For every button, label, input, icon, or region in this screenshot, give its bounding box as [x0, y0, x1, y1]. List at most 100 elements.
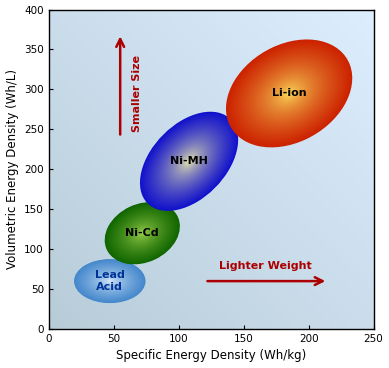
X-axis label: Specific Energy Density (Wh/kg): Specific Energy Density (Wh/kg) [116, 350, 306, 362]
Ellipse shape [117, 212, 168, 254]
Ellipse shape [266, 74, 312, 113]
Ellipse shape [107, 279, 113, 283]
Ellipse shape [176, 148, 202, 174]
Ellipse shape [139, 231, 145, 236]
Ellipse shape [155, 127, 223, 196]
Ellipse shape [277, 84, 301, 103]
Ellipse shape [156, 127, 223, 195]
Ellipse shape [78, 262, 141, 301]
Ellipse shape [159, 131, 219, 191]
Ellipse shape [229, 42, 349, 145]
Ellipse shape [240, 51, 338, 136]
Text: Lighter Weight: Lighter Weight [219, 261, 312, 271]
Ellipse shape [106, 279, 114, 284]
Ellipse shape [232, 45, 346, 142]
Text: Ni-MH: Ni-MH [170, 156, 208, 166]
Ellipse shape [137, 229, 147, 237]
Ellipse shape [140, 231, 144, 235]
Ellipse shape [238, 49, 341, 138]
Ellipse shape [241, 52, 338, 135]
Ellipse shape [273, 80, 305, 107]
Ellipse shape [160, 132, 218, 190]
Ellipse shape [146, 117, 232, 205]
Ellipse shape [138, 230, 147, 237]
Ellipse shape [143, 115, 235, 208]
Ellipse shape [158, 130, 220, 193]
Ellipse shape [246, 57, 332, 130]
Ellipse shape [247, 57, 331, 130]
Ellipse shape [250, 60, 328, 127]
Ellipse shape [281, 86, 298, 100]
Ellipse shape [259, 68, 319, 118]
Ellipse shape [153, 125, 225, 198]
Ellipse shape [151, 123, 228, 200]
Ellipse shape [131, 224, 153, 242]
Ellipse shape [78, 261, 142, 301]
Ellipse shape [157, 129, 221, 194]
Ellipse shape [186, 158, 192, 164]
Ellipse shape [122, 217, 162, 250]
Ellipse shape [164, 136, 214, 187]
Ellipse shape [93, 271, 126, 291]
Ellipse shape [140, 112, 238, 211]
Ellipse shape [109, 206, 175, 261]
Ellipse shape [270, 77, 308, 110]
Ellipse shape [125, 219, 160, 248]
Ellipse shape [130, 223, 154, 243]
Ellipse shape [126, 220, 158, 246]
Ellipse shape [95, 272, 125, 290]
Ellipse shape [254, 64, 324, 123]
Ellipse shape [109, 280, 111, 282]
Ellipse shape [150, 122, 228, 201]
Ellipse shape [285, 90, 293, 97]
Ellipse shape [88, 268, 131, 294]
Ellipse shape [187, 159, 191, 164]
Ellipse shape [284, 89, 294, 98]
Ellipse shape [121, 216, 164, 251]
Ellipse shape [108, 205, 177, 262]
Ellipse shape [126, 220, 159, 247]
Ellipse shape [74, 259, 145, 303]
Text: Smaller Size: Smaller Size [132, 55, 142, 132]
Ellipse shape [181, 153, 197, 170]
Ellipse shape [125, 219, 159, 247]
Ellipse shape [86, 266, 133, 296]
Ellipse shape [122, 216, 163, 250]
Ellipse shape [166, 138, 212, 184]
Ellipse shape [119, 214, 165, 252]
Ellipse shape [175, 147, 203, 176]
Ellipse shape [161, 133, 217, 190]
Ellipse shape [123, 217, 161, 249]
Ellipse shape [182, 154, 196, 169]
Ellipse shape [277, 83, 302, 104]
Ellipse shape [141, 232, 144, 234]
Ellipse shape [256, 66, 322, 121]
Ellipse shape [76, 260, 144, 302]
Ellipse shape [79, 262, 140, 300]
Ellipse shape [183, 156, 195, 167]
Ellipse shape [282, 87, 296, 100]
Ellipse shape [264, 72, 314, 115]
Ellipse shape [83, 265, 137, 298]
Ellipse shape [177, 149, 202, 174]
Ellipse shape [77, 261, 142, 301]
Ellipse shape [249, 59, 329, 128]
Ellipse shape [165, 137, 213, 185]
Ellipse shape [96, 272, 124, 290]
Ellipse shape [167, 139, 211, 184]
Ellipse shape [130, 223, 155, 244]
Ellipse shape [287, 92, 291, 95]
Ellipse shape [135, 227, 150, 240]
Ellipse shape [114, 209, 171, 257]
Ellipse shape [103, 277, 116, 285]
Ellipse shape [97, 273, 123, 289]
Ellipse shape [258, 67, 321, 120]
Ellipse shape [227, 40, 351, 146]
Ellipse shape [142, 113, 237, 209]
Ellipse shape [110, 207, 174, 260]
Ellipse shape [178, 150, 200, 173]
Ellipse shape [107, 204, 178, 263]
Ellipse shape [245, 56, 333, 131]
Ellipse shape [138, 230, 146, 236]
Ellipse shape [137, 229, 148, 238]
